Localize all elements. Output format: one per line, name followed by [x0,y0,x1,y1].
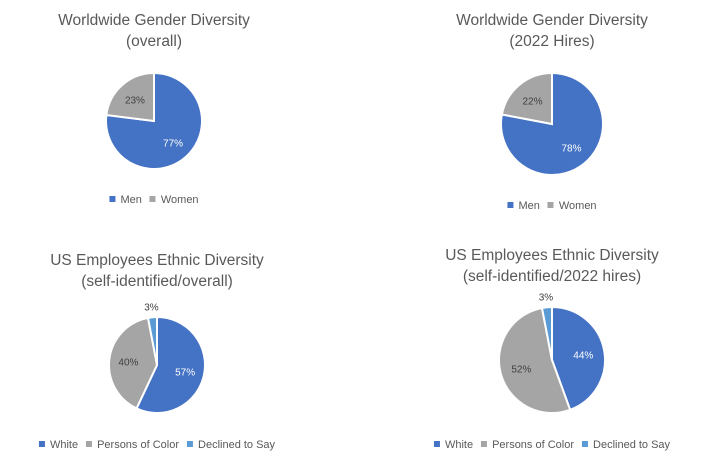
legend-swatch [38,441,45,448]
legend-item: Women [149,194,199,206]
legend-item: White [38,439,79,451]
data-label: 52% [511,364,531,375]
legend-swatch [109,196,116,203]
legend-label: Persons of Color [492,439,575,451]
legend: White Persons of Color Declined to Say [38,439,275,451]
title-line: US Employees Ethnic Diversity [445,247,659,264]
legend-label: Women [160,194,199,206]
chart-title-3: US Employees Ethnic Diversity (self-iden… [7,250,307,292]
legend-item: Persons of Color [86,439,179,451]
title-line: Worldwide Gender Diversity [456,12,648,29]
legend-swatch [481,441,488,448]
legend-swatch [582,441,589,448]
title-line: (2022 Hires) [509,33,595,50]
pie-slice-men [105,71,203,170]
data-label: 57% [175,367,195,378]
legend-label: Persons of Color [97,439,180,451]
legend-label: Women [558,200,597,212]
legend-label: White [49,439,79,451]
legend-swatch [433,441,440,448]
pie-slice-women [105,71,155,123]
legend-item: Men [109,194,142,206]
legend-label: Declined to Say [198,439,276,451]
legend-item: Persons of Color [481,439,574,451]
chart-title-1: Worldwide Gender Diversity (overall) [4,10,304,52]
pie-slice-white [551,305,606,412]
data-label: 78% [561,144,581,155]
title-line: (overall) [126,33,182,50]
pie-slice-declined-to-say [146,315,158,366]
title-line: (self-identified/overall) [81,273,233,290]
title-line: (self-identified/2022 hires) [462,268,642,285]
pie-slice-white [135,315,206,414]
pie-slice-persons-of-color [108,316,159,410]
title-line: US Employees Ethnic Diversity [50,252,264,269]
data-label: 44% [573,350,593,361]
legend-label: Men [518,200,540,212]
legend-item: Men [507,200,540,212]
chart-title-4: US Employees Ethnic Diversity (self-iden… [402,245,702,287]
legend-label: White [444,439,474,451]
pie-slice-women [500,71,553,126]
pie-slice-declined-to-say [540,305,553,361]
legend-swatch [187,441,194,448]
legend-swatch [507,202,514,209]
data-label: 23% [125,95,145,106]
legend-swatch [547,202,554,209]
data-label: 3% [144,302,159,313]
data-label: 22% [522,96,542,107]
legend-label: Men [120,194,142,206]
data-label: 40% [118,357,138,368]
pie-slice-persons-of-color [498,306,572,414]
legend-swatch [86,441,93,448]
legend-label: Declined to Say [593,439,671,451]
legend-item: Declined to Say [187,439,275,451]
legend: Men Women [507,200,597,212]
data-label: 77% [163,139,183,150]
legend-swatch [149,196,156,203]
data-label: 3% [539,292,554,303]
legend-item: Women [547,200,597,212]
legend-item: Declined to Say [582,439,670,451]
title-line: Worldwide Gender Diversity [58,12,250,29]
legend: White Persons of Color Declined to Say [433,439,670,451]
legend-item: White [433,439,474,451]
chart-title-2: Worldwide Gender Diversity (2022 Hires) [402,10,702,52]
legend: Men Women [109,194,199,206]
